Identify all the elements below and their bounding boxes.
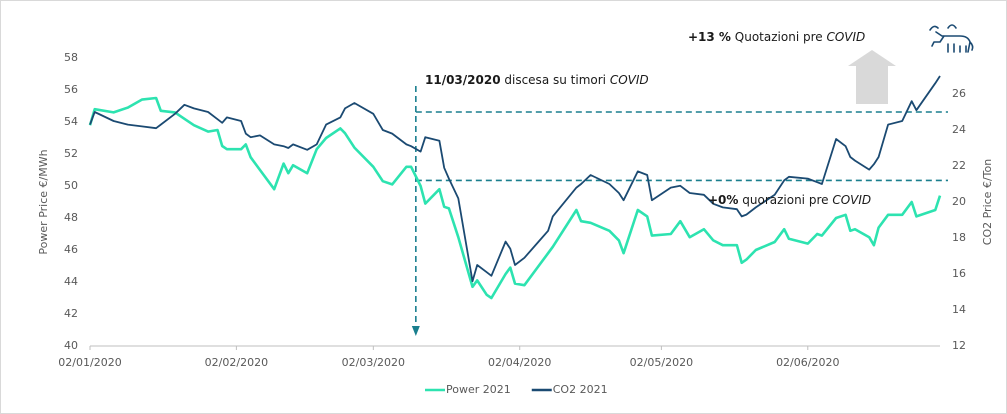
annotation-part: quorazioni pre bbox=[738, 193, 832, 207]
y2-tick-label: 22 bbox=[952, 159, 966, 172]
annotation-part: COVID bbox=[826, 30, 865, 44]
y-tick-label: 46 bbox=[64, 243, 78, 256]
up-arrow bbox=[848, 50, 896, 104]
y-tick-label: 50 bbox=[64, 179, 78, 192]
legend-item: Power 2021 bbox=[425, 383, 511, 396]
annotation-part: Quotazioni pre bbox=[731, 30, 826, 44]
y2-tick-label: 12 bbox=[952, 339, 966, 352]
x-tick-label: 02/03/2020 bbox=[342, 356, 405, 369]
legend-label: CO2 2021 bbox=[553, 383, 608, 396]
y-tick-label: 58 bbox=[64, 51, 78, 64]
x-tick-label: 02/01/2020 bbox=[58, 356, 121, 369]
y2-tick-label: 18 bbox=[952, 231, 966, 244]
legend-label: Power 2021 bbox=[446, 383, 511, 396]
y2-tick-label: 26 bbox=[952, 87, 966, 100]
x-tick-label: 02/05/2020 bbox=[630, 356, 693, 369]
legend-item: CO2 2021 bbox=[531, 383, 608, 396]
y-tick-label: 42 bbox=[64, 307, 78, 320]
y-tick-label: 54 bbox=[64, 115, 78, 128]
y-tick-label: 56 bbox=[64, 83, 78, 96]
annotation-part: +13 % bbox=[688, 30, 731, 44]
series-line bbox=[88, 96, 942, 300]
y2-tick-label: 14 bbox=[952, 303, 966, 316]
y-tick-label: 52 bbox=[64, 147, 78, 160]
y-axis-label: Power Price €/MWh bbox=[37, 149, 50, 254]
annotation-part: COVID bbox=[610, 73, 649, 87]
y2-axis-label: CO2 Price €/Ton bbox=[981, 159, 994, 245]
x-tick-label: 02/02/2020 bbox=[205, 356, 268, 369]
bull-icon bbox=[929, 24, 974, 53]
y-tick-label: 44 bbox=[64, 275, 78, 288]
annotation-part: COVID bbox=[832, 193, 871, 207]
y2-tick-label: 24 bbox=[952, 123, 966, 136]
x-tick-label: 02/06/2020 bbox=[776, 356, 839, 369]
x-tick-label: 02/04/2020 bbox=[488, 356, 551, 369]
series-line bbox=[89, 75, 941, 283]
annotation-part: +0% bbox=[708, 193, 738, 207]
y-tick-label: 48 bbox=[64, 211, 78, 224]
annotation: 11/03/2020 discesa su timori COVID bbox=[425, 73, 649, 87]
annotation-part: 11/03/2020 bbox=[425, 73, 501, 87]
y-tick-label: 40 bbox=[64, 339, 78, 352]
annotation: +0% quorazioni pre COVID bbox=[708, 193, 871, 207]
annotation-part: discesa su timori bbox=[501, 73, 610, 87]
annotation: +13 % Quotazioni pre COVID bbox=[688, 30, 865, 44]
y2-tick-label: 20 bbox=[952, 195, 966, 208]
reference-arrowhead bbox=[411, 326, 420, 336]
y2-tick-label: 16 bbox=[952, 267, 966, 280]
